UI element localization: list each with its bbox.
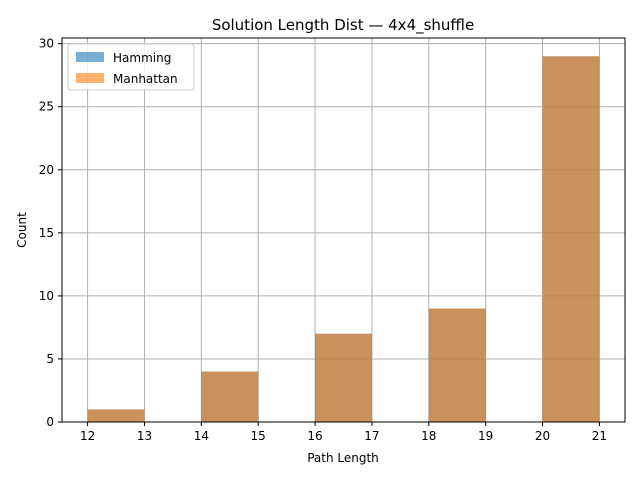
legend: Hamming Manhattan xyxy=(67,43,195,91)
legend-label-hamming: Hamming xyxy=(113,51,171,65)
bars xyxy=(87,56,600,423)
plot-frame xyxy=(61,37,626,423)
x-axis-ticks: 12 13 14 15 16 17 18 19 20 21 xyxy=(80,422,607,443)
y-tick-label: 0 xyxy=(46,415,54,429)
x-tick-label: 16 xyxy=(307,429,322,443)
legend-label-manhattan: Manhattan xyxy=(113,72,178,86)
y-tick-label: 25 xyxy=(39,100,54,114)
y-tick-label: 20 xyxy=(39,163,54,177)
x-tick-label: 12 xyxy=(80,429,95,443)
bar-manhattan-18 xyxy=(428,308,486,422)
y-tick-label: 5 xyxy=(46,352,54,366)
bar-manhattan-12 xyxy=(87,409,145,422)
y-tick-label: 10 xyxy=(39,289,54,303)
x-tick-label: 19 xyxy=(478,429,493,443)
x-tick-label: 20 xyxy=(535,429,550,443)
x-tick-label: 17 xyxy=(364,429,379,443)
x-tick-label: 14 xyxy=(194,429,209,443)
chart-title: Solution Length Dist — 4x4_shuffle xyxy=(212,16,474,35)
x-tick-label: 15 xyxy=(251,429,266,443)
y-axis-ticks: 0 5 10 15 20 25 30 xyxy=(39,37,62,429)
legend-swatch-manhattan xyxy=(76,73,104,83)
bar-manhattan-14 xyxy=(201,371,259,422)
x-axis-label: Path Length xyxy=(307,451,379,465)
y-tick-label: 30 xyxy=(39,37,54,51)
y-tick-label: 15 xyxy=(39,226,54,240)
bar-manhattan-16 xyxy=(315,333,372,422)
y-axis-label: Count xyxy=(15,212,29,248)
x-tick-label: 13 xyxy=(137,429,152,443)
x-tick-label: 21 xyxy=(592,429,607,443)
bar-manhattan-20 xyxy=(542,56,600,423)
legend-swatch-hamming xyxy=(76,52,104,62)
x-tick-label: 18 xyxy=(421,429,436,443)
